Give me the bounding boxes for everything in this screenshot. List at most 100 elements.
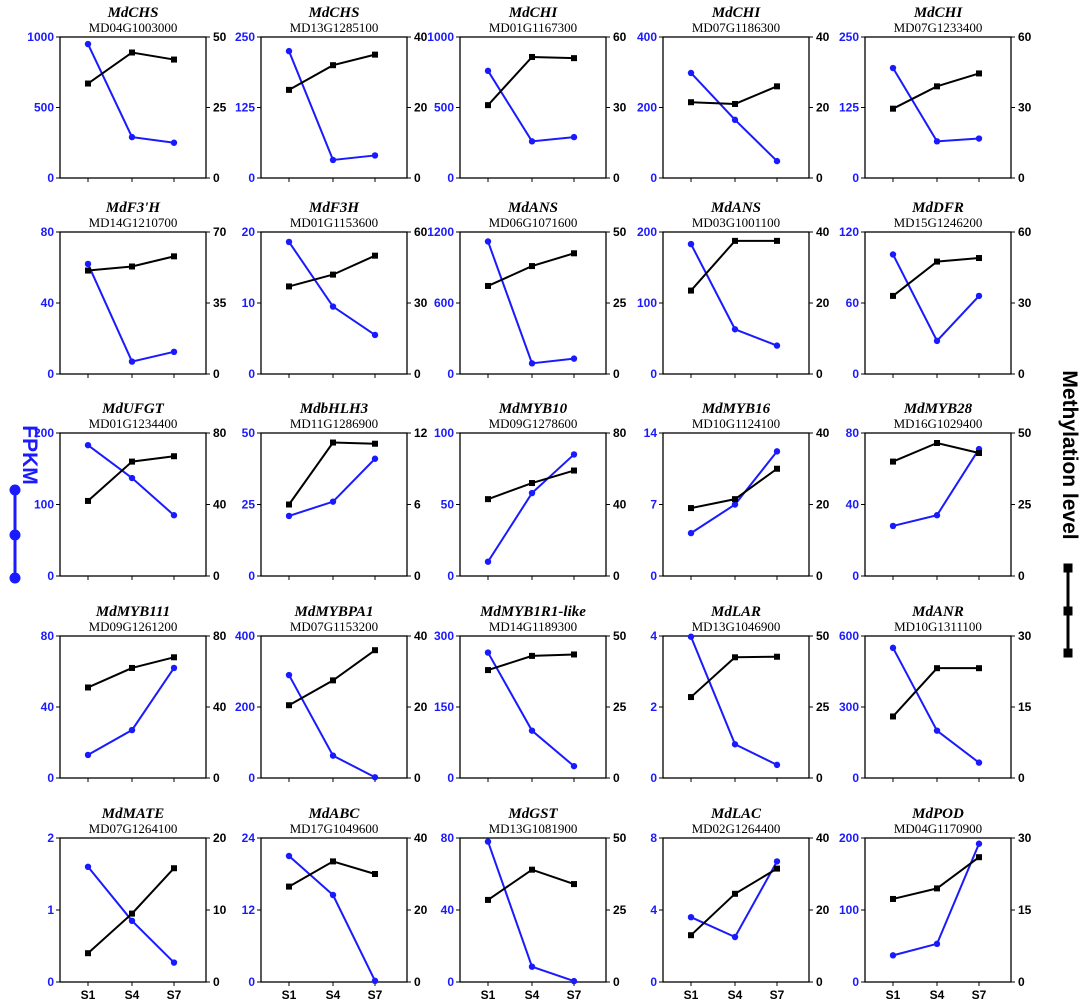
methylation-point [85,950,91,957]
fpkm-point [371,152,379,159]
methylation-point [976,255,982,262]
panel-title: MdUFGT [101,401,165,417]
fpkm-point [128,474,136,482]
right-tick-label: 0 [816,569,823,583]
plot-frame [59,36,207,179]
right-tick-label: 0 [816,171,823,185]
left-tick-label: 40 [41,296,55,310]
fpkm-point [570,355,578,362]
left-tick-label: 12 [242,903,256,917]
methylation-point [571,55,577,62]
methylation-line [892,856,980,900]
left-tick-label: 100 [34,498,54,512]
left-tick-label: 0 [447,171,454,185]
right-tick-label: 25 [613,296,627,310]
panel-title: MdABC [308,806,361,822]
fpkm-point [731,933,739,941]
right-tick-label: 20 [213,831,227,845]
x-tick-label-s1: S1 [684,988,699,1002]
panel-title: MdMYB111 [95,604,170,620]
right-tick-label: 70 [213,225,227,239]
right-tick-label: 0 [613,171,620,185]
methylation-point [286,86,292,93]
right-tick-label: 50 [213,30,227,44]
fpkm-point [731,326,739,333]
fpkm-point [170,512,178,519]
left-tick-label: 0 [852,771,859,785]
left-tick-label: 2 [650,700,657,714]
x-tick-label-s7: S7 [167,988,182,1002]
left-axis-legend: FPKM [9,425,41,584]
right-tick-label: 0 [414,171,421,185]
fpkm-line [892,254,980,343]
panel-title: MdANR [911,604,964,620]
panel-subtitle: MD01G1234400 [89,416,178,431]
right-tick-label: 40 [816,225,830,239]
methylation-point [976,854,982,861]
fpkm-axis-label: FPKM [18,425,41,485]
right-tick-label: 20 [816,498,830,512]
panel-title: MdCHS [308,5,360,21]
plot-frame [864,837,1012,983]
fpkm-point [528,138,536,145]
left-tick-label: 0 [248,771,255,785]
right-tick-label: 0 [1018,367,1025,381]
fpkm-point [687,633,695,640]
fpkm-point [170,139,178,146]
methylation-point [688,287,694,294]
fpkm-point [84,260,92,268]
methylation-point [529,53,535,60]
fpkm-point [329,498,337,505]
right-tick-label: 20 [816,296,830,310]
panel-title: MdDFR [911,200,964,216]
right-tick-label: 30 [1018,296,1032,310]
right-tick-label: 30 [414,296,428,310]
left-tick-label: 0 [248,569,255,583]
left-tick-label: 200 [34,426,54,440]
fpkm-line [892,647,980,764]
left-tick-label: 500 [34,101,54,115]
right-tick-label: 30 [1018,831,1032,845]
fpkm-point [128,133,136,141]
methylation-point [171,654,177,661]
left-tick-label: 0 [447,975,454,989]
right-tick-label: 0 [213,771,220,785]
fpkm-point [889,251,897,258]
panel-subtitle: MD17G1049600 [290,821,379,836]
right-tick-label: 25 [613,700,627,714]
methylation-point [529,263,535,270]
methylation-point [529,480,535,487]
right-tick-label: 50 [1018,426,1032,440]
right-tick-label: 25 [613,903,627,917]
fpkm-point [687,240,695,248]
right-tick-label: 0 [1018,171,1025,185]
right-tick-label: 40 [414,30,428,44]
fpkm-point [170,348,178,356]
methylation-point [372,51,378,58]
panel-subtitle: MD04G1170900 [894,821,982,836]
fpkm-line [87,263,175,363]
panel-title: MdLAC [710,806,762,822]
fpkm-point [84,40,92,48]
x-tick-label-s1: S1 [282,988,297,1002]
panel-subtitle: MD01G1167300 [489,20,577,35]
fpkm-point [84,751,92,759]
methylation-point [330,858,336,865]
right-tick-label: 40 [816,30,830,44]
left-tick-label: 0 [852,367,859,381]
fpkm-point [484,649,492,656]
fpkm-point [773,761,781,769]
methylation-point [330,439,336,446]
right-tick-label: 35 [213,296,227,310]
right-tick-label: 60 [1018,225,1032,239]
methylation-point [890,895,896,902]
methylation-point [934,83,940,90]
left-tick-label: 0 [47,975,54,989]
methylation-point [890,105,896,112]
left-tick-label: 400 [235,629,255,643]
